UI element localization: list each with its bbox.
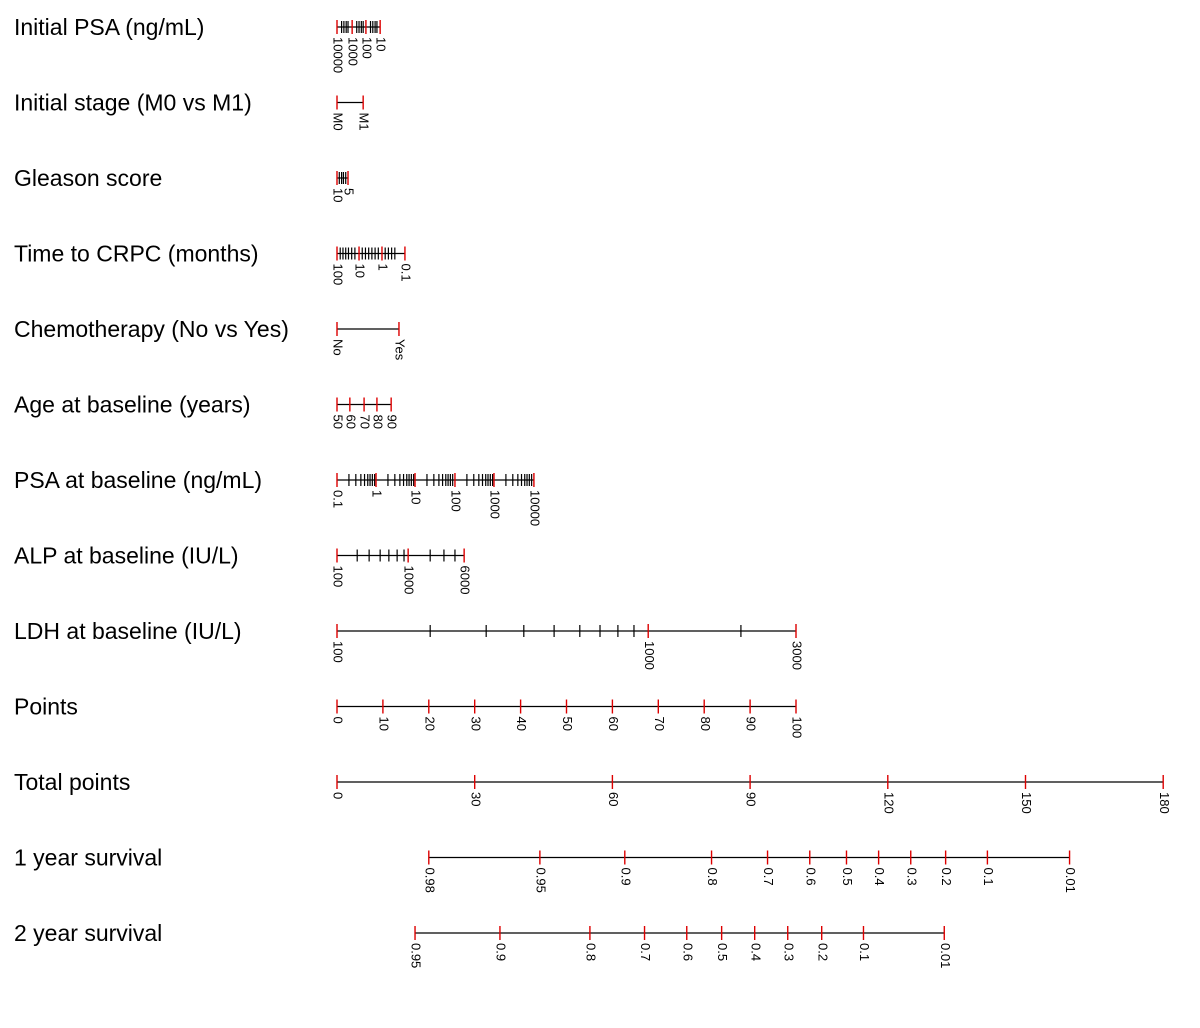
tick-label: 6000	[458, 566, 473, 595]
tick-label: 0.95	[409, 943, 424, 968]
tick-label: 40	[514, 717, 529, 731]
tick-label: 0.7	[761, 868, 776, 886]
tick-label: 0.9	[618, 868, 633, 886]
tick-label: 0.6	[680, 943, 695, 961]
row-label: Initial stage (M0 vs M1)	[14, 90, 252, 116]
tick-label: 0.6	[803, 868, 818, 886]
tick-label: 60	[606, 792, 621, 806]
tick-label: 70	[652, 717, 667, 731]
tick-label: 100	[790, 717, 805, 739]
row-label: Gleason score	[14, 165, 162, 191]
tick-label: 1000	[642, 641, 657, 670]
tick-label: 120	[881, 792, 896, 814]
row-label: LDH at baseline (IU/L)	[14, 618, 242, 644]
tick-label: 80	[698, 717, 713, 731]
row-label: Total points	[14, 769, 130, 795]
tick-label: 60	[343, 415, 358, 429]
tick-label: 0.98	[422, 868, 437, 893]
tick-label: 5	[342, 188, 357, 195]
tick-label: 10000	[331, 37, 346, 73]
tick-label: 50	[560, 717, 575, 731]
tick-label: 0.7	[638, 943, 653, 961]
tick-label: 100	[359, 37, 374, 59]
tick-label: 180	[1157, 792, 1172, 814]
row-label: 2 year survival	[14, 920, 162, 946]
tick-label: 100	[449, 490, 464, 512]
row-label: PSA at baseline (ng/mL)	[14, 467, 262, 493]
tick-label: 0.5	[840, 868, 855, 886]
tick-label: 0.3	[781, 943, 796, 961]
tick-label: 10	[353, 264, 368, 278]
tick-label: 10000	[527, 490, 542, 526]
row-label: Chemotherapy (No vs Yes)	[14, 316, 289, 342]
tick-label: 0.8	[705, 868, 720, 886]
tick-label: 90	[744, 792, 759, 806]
tick-label: 10	[409, 490, 424, 504]
tick-label: 30	[468, 717, 483, 731]
tick-label: 10	[331, 188, 346, 202]
tick-label: 0	[331, 717, 346, 724]
tick-label: 0.1	[398, 264, 413, 282]
row-label: Time to CRPC (months)	[14, 241, 259, 267]
tick-label: 0.4	[748, 943, 763, 961]
tick-label: No	[331, 339, 346, 356]
tick-label: 60	[606, 717, 621, 731]
tick-label: 0.01	[938, 943, 953, 968]
tick-label: 80	[370, 415, 385, 429]
tick-label: 1000	[402, 566, 417, 595]
tick-label: M1	[357, 113, 372, 131]
tick-label: 100	[331, 566, 346, 588]
tick-label: 1000	[346, 37, 361, 66]
tick-label: 3000	[790, 641, 805, 670]
tick-label: 0.9	[494, 943, 509, 961]
row-label: Initial PSA (ng/mL)	[14, 14, 204, 40]
tick-label: 0.3	[904, 868, 919, 886]
tick-label: 90	[744, 717, 759, 731]
row-label: ALP at baseline (IU/L)	[14, 543, 239, 569]
tick-label: 0.5	[715, 943, 730, 961]
row-label: 1 year survival	[14, 845, 162, 871]
tick-label: 0.01	[1063, 868, 1078, 893]
tick-label: 1	[370, 490, 385, 497]
tick-label: 10	[374, 37, 389, 51]
tick-label: 1000	[488, 490, 503, 519]
tick-label: 150	[1019, 792, 1034, 814]
tick-label: 90	[385, 415, 400, 429]
tick-label: 20	[422, 717, 437, 731]
tick-label: 0	[331, 792, 346, 799]
tick-label: 0.95	[533, 868, 548, 893]
tick-label: 30	[468, 792, 483, 806]
tick-label: 0.2	[815, 943, 830, 961]
tick-label: 70	[358, 415, 373, 429]
tick-label: 0.1	[981, 868, 996, 886]
tick-label: 100	[331, 641, 346, 663]
tick-label: 1	[376, 264, 391, 271]
row-label: Points	[14, 694, 78, 720]
tick-label: 10	[376, 717, 391, 731]
tick-label: Yes	[393, 339, 408, 361]
tick-label: M0	[331, 113, 346, 131]
tick-label: 50	[331, 415, 346, 429]
tick-label: 0.1	[857, 943, 872, 961]
row-label: Age at baseline (years)	[14, 392, 251, 418]
tick-label: 100	[331, 264, 346, 286]
tick-label: 0.1	[331, 490, 346, 508]
tick-label: 0.2	[939, 868, 954, 886]
tick-label: 0.8	[583, 943, 598, 961]
tick-label: 0.4	[872, 868, 887, 886]
